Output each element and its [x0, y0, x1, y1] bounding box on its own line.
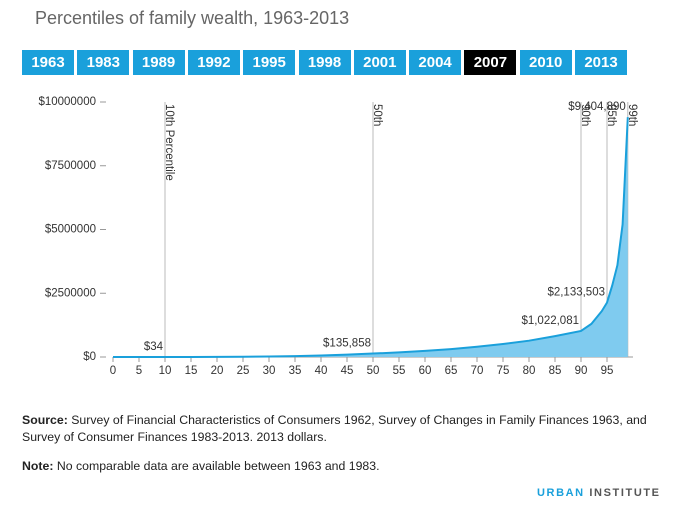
y-tick-label: $10000000	[38, 96, 96, 108]
x-tick-label: 45	[341, 365, 354, 377]
value-label: $34	[144, 341, 164, 353]
x-tick-label: 85	[549, 365, 562, 377]
year-button[interactable]: 1992	[187, 50, 240, 75]
brand-part: URBAN	[537, 487, 585, 499]
note: Note: No comparable data are available b…	[22, 458, 647, 475]
note-label: Note:	[22, 459, 54, 473]
x-tick-label: 35	[289, 365, 302, 377]
x-tick-label: 75	[497, 365, 510, 377]
year-button[interactable]: 1998	[298, 50, 351, 75]
line	[113, 117, 629, 358]
brand-part: INSTITUTE	[589, 487, 661, 499]
brand: URBAN INSTITUTE	[537, 487, 661, 499]
x-tick-label: 20	[211, 365, 224, 377]
year-button[interactable]: 2004	[409, 50, 462, 75]
x-tick-label: 5	[136, 365, 142, 377]
year-button[interactable]: 1995	[243, 50, 296, 75]
value-label: $9,404,890	[568, 101, 626, 113]
x-tick-label: 95	[601, 365, 614, 377]
year-button[interactable]: 1989	[132, 50, 185, 75]
note-text: No comparable data are available between…	[53, 459, 380, 473]
x-tick-label: 0	[110, 365, 116, 377]
x-tick-label: 25	[237, 365, 250, 377]
reference-label: 99th	[626, 104, 638, 126]
x-tick-label: 60	[419, 365, 432, 377]
x-tick-label: 80	[523, 365, 536, 377]
year-button[interactable]: 2010	[519, 50, 572, 75]
value-label: $135,858	[323, 338, 371, 350]
value-label: $2,133,503	[547, 287, 605, 299]
source-text: Survey of Financial Characteristics of C…	[22, 413, 647, 444]
reference-label: 50th	[371, 104, 383, 126]
reference-label: 95th	[605, 104, 617, 126]
source: Source: Survey of Financial Characterist…	[22, 412, 647, 446]
area	[113, 117, 628, 357]
reference-label: 90th	[579, 104, 591, 126]
y-tick-label: $7500000	[45, 160, 96, 172]
x-tick-label: 65	[445, 365, 458, 377]
reference-label: 10th Percentile	[163, 104, 175, 181]
y-tick-label: $0	[83, 351, 96, 363]
x-tick-label: 55	[393, 365, 406, 377]
year-button[interactable]: 2001	[353, 50, 406, 75]
x-tick-label: 50	[367, 365, 380, 377]
value-label: $1,022,081	[521, 315, 579, 327]
x-tick-label: 30	[263, 365, 276, 377]
x-tick-label: 10	[159, 365, 172, 377]
source-label: Source:	[22, 413, 68, 427]
x-tick-label: 40	[315, 365, 328, 377]
x-tick-label: 70	[471, 365, 484, 377]
year-button[interactable]: 2013	[575, 50, 627, 75]
y-tick-label: $2500000	[45, 287, 96, 299]
chart-title: Percentiles of family wealth, 1963-2013	[35, 8, 350, 28]
year-button[interactable]: 2007	[464, 50, 517, 75]
x-tick-label: 15	[185, 365, 198, 377]
year-button[interactable]: 1983	[77, 50, 130, 75]
year-button[interactable]: 1963	[22, 50, 74, 75]
y-tick-label: $5000000	[45, 224, 96, 236]
chart: $0 $2500000 $5000000 $7500000 $10000000 0 5 10 1…	[38, 96, 638, 377]
x-tick-label: 90	[575, 365, 588, 377]
